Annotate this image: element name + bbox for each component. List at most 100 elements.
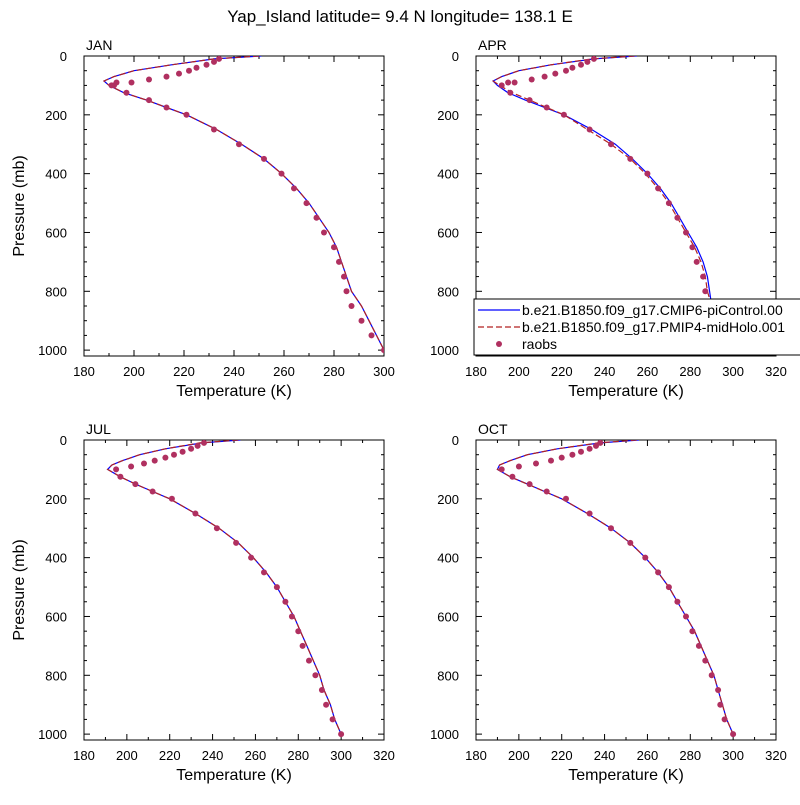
x-tick-label: 300 (722, 748, 744, 763)
plot-frame (83, 55, 385, 357)
x-tick-label: 200 (508, 748, 530, 763)
raobs-point (193, 64, 200, 71)
raobs-point (717, 701, 724, 708)
raobs-point (149, 488, 156, 495)
y-tick-label: 1000 (430, 343, 459, 358)
x-tick-label: 280 (323, 364, 345, 379)
series-group (102, 56, 384, 354)
raobs-point (578, 448, 584, 455)
series-line-pmip4 (106, 440, 342, 735)
raobs-point (211, 126, 217, 133)
legend-label: b.e21.B1850.f09_g17.PMIP4-midHolo.001 (522, 319, 785, 335)
raobs-point (695, 642, 702, 649)
raobs-point (141, 460, 147, 467)
y-tick-label: 800 (437, 668, 459, 683)
raobs-point (689, 244, 696, 251)
raobs-point (543, 488, 550, 495)
raobs-point (586, 510, 593, 517)
raobs-point (132, 481, 139, 488)
raobs-point (233, 539, 240, 546)
raobs-point (708, 672, 715, 679)
raobs-point (590, 56, 597, 62)
raobs-point (642, 554, 649, 561)
raobs-point (282, 598, 289, 605)
raobs-point (693, 258, 700, 265)
x-tick-label: 240 (594, 748, 616, 763)
series-line-cmip6 (496, 440, 734, 735)
raobs-point (113, 79, 120, 86)
raobs-point (288, 613, 295, 620)
y-tick-label: 800 (45, 668, 67, 683)
raobs-point (368, 332, 375, 339)
raobs-point (336, 258, 342, 265)
raobs-point (381, 347, 384, 354)
raobs-point (331, 244, 337, 251)
raobs-point (569, 64, 576, 71)
raobs-point (505, 79, 512, 86)
y-tick-label: 600 (437, 225, 459, 240)
raobs-point (216, 56, 222, 62)
raobs-point (584, 58, 591, 65)
y-tick-label: 200 (437, 108, 459, 123)
panel-label: JUL (86, 421, 111, 437)
x-tick-label: 180 (73, 364, 95, 379)
raobs-point (343, 288, 350, 295)
raobs-point (543, 104, 550, 111)
raobs-point (108, 82, 115, 89)
x-tick-label: 240 (202, 748, 224, 763)
raobs-point (563, 67, 569, 74)
panels: 180 200 220 240 260 280 300 0 200 400 600 800 1000 JA… (11, 37, 787, 784)
y-axis-label: Pressure (mb) (11, 155, 28, 256)
x-tick-label: 260 (273, 364, 295, 379)
x-tick-label: 180 (73, 748, 95, 763)
plot-frame (475, 439, 777, 741)
raobs-point (194, 442, 201, 449)
raobs-point (715, 687, 722, 693)
legend: b.e21.B1850.f09_g17.CMIP6-piControl.00b.… (473, 298, 800, 356)
x-tick-label: 220 (159, 748, 181, 763)
raobs-point (348, 303, 355, 309)
raobs-point (526, 97, 533, 104)
raobs-point (558, 454, 565, 461)
legend-box (473, 298, 800, 356)
x-tick-label: 200 (116, 748, 138, 763)
y-tick-label: 200 (437, 492, 459, 507)
raobs-point (721, 716, 728, 723)
raobs-point (515, 463, 522, 470)
raobs-point (526, 481, 533, 488)
y-tick-label: 600 (45, 609, 67, 624)
raobs-point (162, 454, 169, 461)
raobs-point (541, 73, 548, 80)
x-tick-label: 320 (765, 748, 787, 763)
raobs-point (163, 104, 170, 111)
raobs-point (627, 155, 634, 162)
raobs-point (597, 440, 604, 446)
x-tick-label: 260 (637, 364, 659, 379)
raobs-point (548, 457, 554, 464)
raobs-point (192, 510, 199, 517)
raobs-point (163, 73, 170, 80)
raobs-point (655, 569, 662, 576)
y-tick-label: 200 (45, 108, 67, 123)
y-tick-label: 0 (452, 49, 459, 64)
raobs-point (236, 141, 242, 148)
raobs-point (700, 273, 707, 280)
raobs-point (203, 61, 210, 68)
x-tick-label: 280 (679, 748, 701, 763)
raobs-point (730, 731, 737, 738)
y-tick-label: 400 (45, 551, 67, 566)
y-tick-label: 1000 (430, 727, 459, 742)
panel-jan: 180 200 220 240 260 280 300 0 200 400 600 800 1000 JA… (11, 37, 395, 400)
panel-label: APR (478, 37, 507, 53)
raobs-point (123, 89, 130, 96)
raobs-point (213, 525, 220, 532)
x-tick-label: 200 (508, 364, 530, 379)
raobs-point (533, 460, 539, 467)
series-line-pmip4 (491, 56, 736, 351)
x-tick-label: 220 (551, 364, 573, 379)
raobs-point (511, 79, 518, 86)
y-tick-label: 1000 (38, 727, 67, 742)
x-tick-label: 280 (287, 748, 309, 763)
x-tick-label: 260 (245, 748, 267, 763)
x-tick-label: 180 (465, 748, 487, 763)
